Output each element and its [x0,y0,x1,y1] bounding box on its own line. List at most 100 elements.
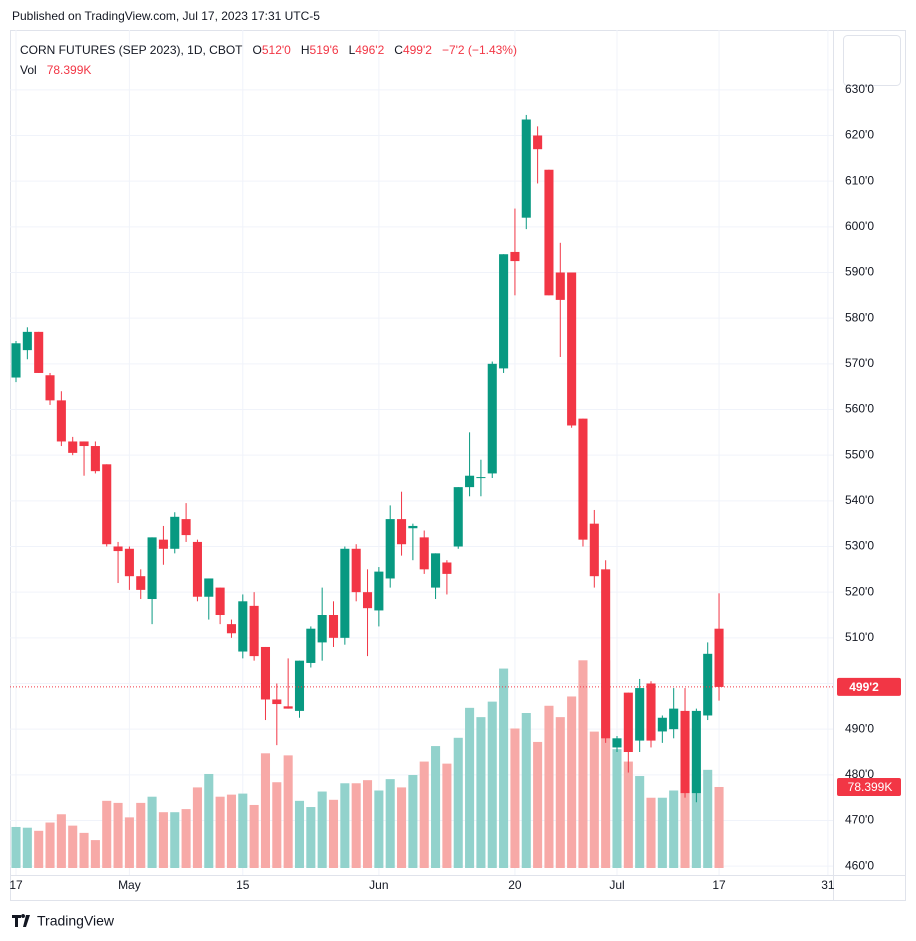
volume-bar [601,660,611,868]
volume-bar [68,825,78,868]
legend: CORN FUTURES (SEP 2023), 1D, CBOT O512'0… [20,40,517,80]
volume-bar [204,773,214,868]
x-tick-label: 17 [9,878,23,892]
legend-label: L [348,43,356,57]
volume-bar [11,826,21,868]
candle-body [158,539,168,549]
footer-brand: TradingView [37,913,115,929]
x-tick-label: 17 [712,878,726,892]
candle-body [533,135,543,150]
candle-body [612,738,622,748]
volume-bar [215,796,225,868]
candle-body [601,569,611,739]
y-tick-label: 550'0 [845,447,874,461]
legend-label: O [252,43,262,57]
candle-body [397,519,407,545]
volume-bar [646,797,656,868]
volume-bar [294,800,305,868]
candle-body [238,601,248,652]
volume-bar [397,787,407,868]
x-tick-label: Jun [369,878,388,892]
volume-bar [419,761,429,868]
legend-value: 519'6 [309,43,339,57]
volume-bar [533,741,543,868]
volume-bar [102,800,112,868]
volume-bar [691,769,701,868]
volume-bar [703,769,713,868]
candle-body [192,541,202,597]
candle-body [34,331,44,373]
volume-tag-label: 78.399K [848,780,893,794]
candle-body [578,418,588,540]
volume-bar [362,780,373,868]
volume-bar [317,791,327,868]
candle-body [657,717,667,732]
candle-body [90,446,100,472]
legend-title: CORN FUTURES (SEP 2023), 1D, CBOT [20,43,243,57]
y-tick-label: 630'0 [845,82,874,96]
candle-body [68,441,78,453]
volume-bar [22,827,32,868]
volume-bar [328,799,339,868]
candle-body [283,706,293,709]
candle-body [408,525,418,529]
candle-body [499,254,509,369]
volume-bar [192,787,202,868]
last-price-label: 499'2 [849,680,879,694]
volume-tag [837,777,901,796]
y-tick-label: 570'0 [845,356,874,370]
legend-row: Vol 78.399K [20,60,517,80]
legend-value: 512'0 [261,43,291,57]
volume-bar [385,779,395,868]
candle-body [102,464,112,545]
candle-body [669,708,679,730]
volume-bar [487,701,497,868]
volume-bar [623,761,633,868]
volume-bar [510,728,520,868]
candle-body [136,576,146,590]
y-tick-label: 590'0 [845,265,874,279]
candle-body [328,615,339,638]
volume-bar [567,696,577,868]
volume-bar [657,797,667,868]
volume-bar [669,790,679,868]
y-tick-label: 610'0 [845,173,874,187]
volume-bar [680,790,690,868]
candle-body [317,615,327,643]
candle-body [476,477,486,479]
legend-value: 496'2 [355,43,385,57]
candle-body [555,272,565,300]
x-tick-label: May [118,878,141,892]
volume-bar [113,802,123,868]
candle-body [215,587,225,616]
candle-body [374,571,384,611]
volume-bar [408,775,418,868]
candle-body [635,688,645,741]
volume-bar [45,822,55,868]
legend-label: H [300,43,310,57]
y-tick-label: 540'0 [845,493,874,507]
candle-body [170,516,180,549]
volume-bar [124,817,134,868]
x-tick-label: 15 [236,878,250,892]
candle-body [249,605,259,657]
candle-body [272,699,282,705]
volume-bar [544,705,554,868]
volume-bar [79,832,89,868]
candle-body [453,487,463,547]
candle-body [204,578,214,597]
volume-bar [465,707,475,868]
volume-bar [442,763,452,868]
candle-body [646,683,656,741]
candle-body [79,441,89,447]
candle-body [567,272,577,426]
candle-body [306,628,316,663]
candle-body [340,548,350,638]
volume-bar [431,746,441,868]
volume-bar [181,809,191,868]
volume-bar [226,794,236,868]
candle-body [147,537,157,600]
top-right-box [843,35,901,86]
volume-bar [283,755,293,868]
